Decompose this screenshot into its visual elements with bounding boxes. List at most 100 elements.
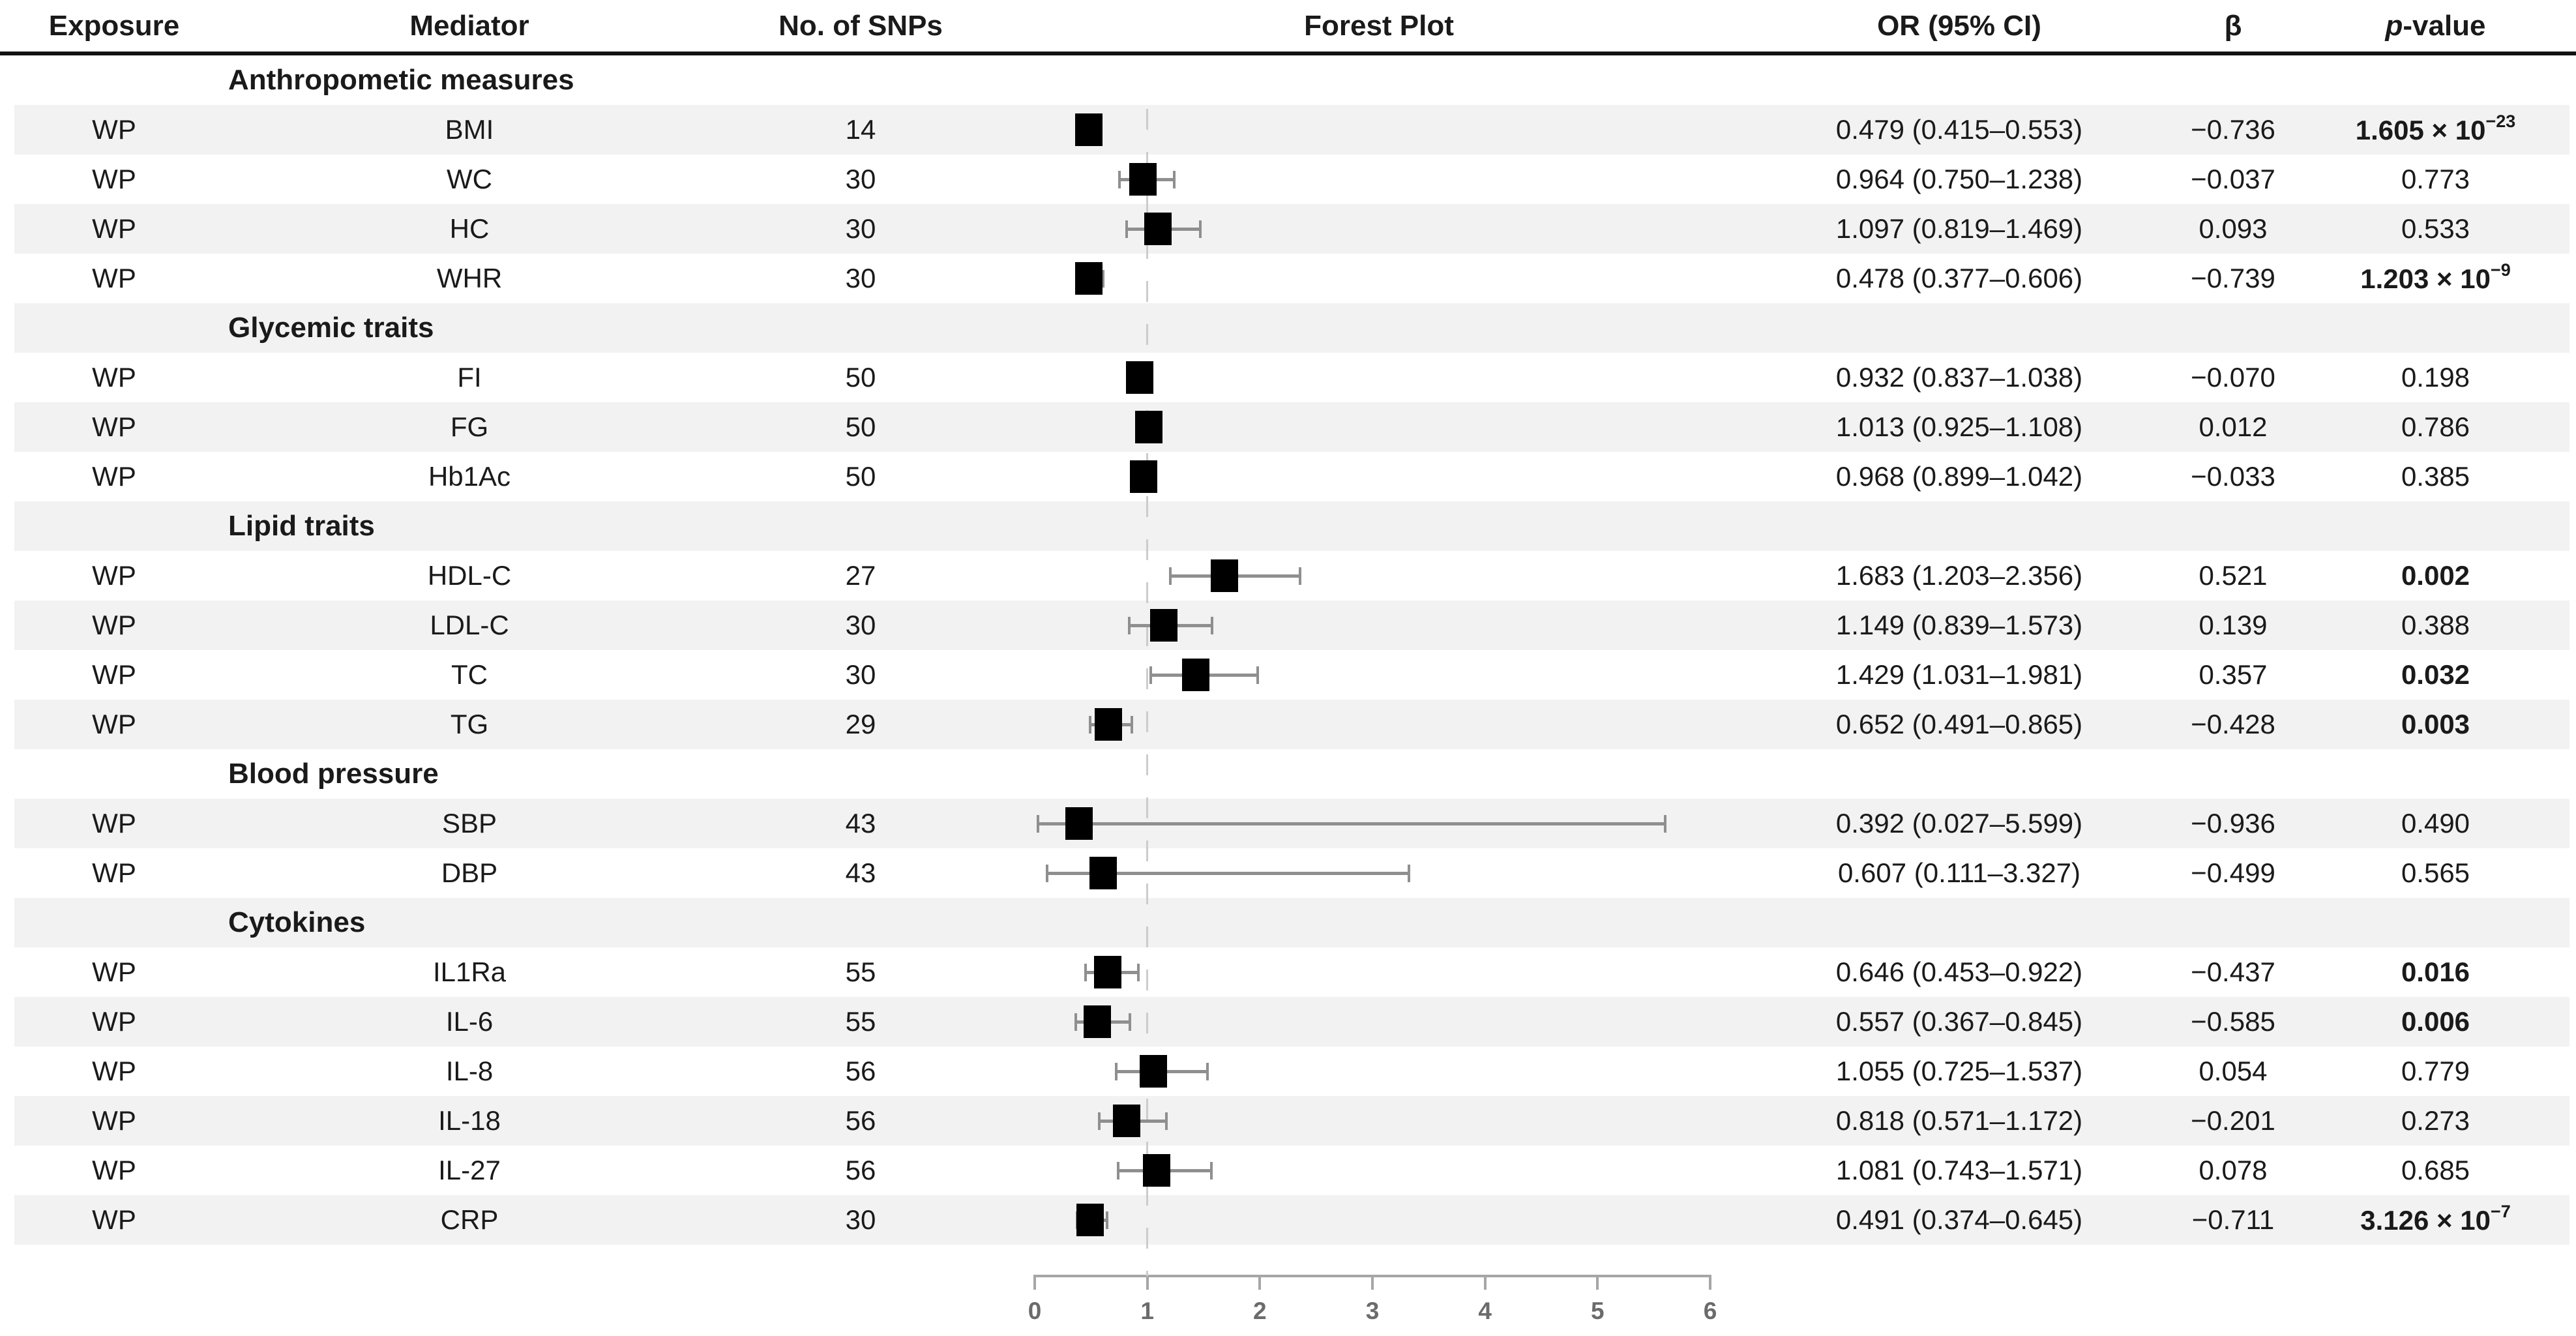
p-value-cell: 3.126 × 10−7: [2360, 1201, 2511, 1236]
or-marker: [1113, 1105, 1141, 1137]
ci-cap-right: [1206, 1063, 1209, 1080]
beta-cell: −0.499: [2191, 857, 2275, 888]
or-marker: [1074, 262, 1103, 295]
table-row: WP FG 50 1.013 (0.925–1.108) 0.012 0.786: [0, 402, 2576, 452]
group-header-row: Anthropometic measures: [0, 55, 2576, 105]
forest-plot-cell: [1011, 551, 1747, 601]
table-row: WP DBP 43 0.607 (0.111–3.327) −0.499 0.565: [0, 848, 2576, 898]
column-header-p-value: p-value: [2295, 10, 2576, 42]
or-marker: [1094, 708, 1122, 741]
exposure-cell: WP: [92, 1105, 136, 1136]
or-marker: [1134, 411, 1162, 443]
or-marker: [1065, 807, 1093, 840]
beta-cell: 0.012: [2198, 411, 2268, 442]
ci-cap-left: [1125, 220, 1129, 238]
ci-whisker: [1037, 822, 1665, 825]
ci-cap-right: [1128, 1013, 1131, 1031]
forest-plot-cell: [1011, 105, 1747, 155]
or-ci-cell: 1.097 (0.819–1.469): [1835, 213, 2083, 244]
ci-cap-left: [1097, 1112, 1101, 1130]
or-marker: [1089, 857, 1117, 889]
beta-cell: 0.139: [2198, 610, 2268, 640]
beta-cell: 0.357: [2198, 659, 2268, 690]
p-exponent: −23: [2485, 111, 2516, 131]
or-ci-cell: 1.013 (0.925–1.108): [1835, 411, 2083, 442]
ci-cap-left: [1046, 865, 1049, 882]
mediator-cell: LDL-C: [430, 610, 509, 640]
or-marker: [1129, 163, 1157, 196]
or-ci-cell: 0.607 (0.111–3.327): [1837, 857, 2081, 888]
or-ci-cell: 0.968 (0.899–1.042): [1835, 461, 2083, 492]
forest-plot-cell: [1011, 601, 1747, 650]
snp-count-cell: 27: [845, 560, 876, 591]
beta-cell: −0.070: [2191, 362, 2275, 393]
p-value-header-rest: -value: [2403, 9, 2486, 42]
table-row: WP SBP 43 0.392 (0.027–5.599) −0.936 0.490: [0, 799, 2576, 848]
table-row: WP IL-27 56 1.081 (0.743–1.571) 0.078 0.685: [0, 1146, 2576, 1195]
exposure-cell: WP: [92, 808, 136, 839]
exposure-cell: WP: [92, 164, 136, 194]
forest-plot-cell: [1011, 799, 1747, 848]
mediator-cell: HC: [449, 213, 490, 244]
ci-cap-right: [1101, 270, 1104, 288]
forest-plot-cell: [1011, 650, 1747, 700]
or-ci-cell: 0.964 (0.750–1.238): [1835, 164, 2083, 194]
column-header-snps: No. of SNPs: [778, 9, 943, 42]
group-header-row: Cytokines: [0, 898, 2576, 947]
table-row: WP IL-8 56 1.055 (0.725–1.537) 0.054 0.779: [0, 1047, 2576, 1096]
ci-cap-right: [1172, 171, 1176, 188]
exposure-cell: WP: [92, 461, 136, 492]
forest-plot-cell: [1011, 1195, 1747, 1245]
beta-cell: −0.936: [2191, 808, 2275, 839]
or-marker: [1084, 1005, 1112, 1038]
table-row: WP WC 30 0.964 (0.750–1.238) −0.037 0.773: [0, 155, 2576, 204]
or-ci-cell: 0.478 (0.377–0.606): [1835, 263, 2083, 293]
axis-tick: [1371, 1275, 1374, 1290]
group-header-row: Lipid traits: [0, 501, 2576, 551]
table-row: WP IL1Ra 55 0.646 (0.453–0.922) −0.437 0.016: [0, 947, 2576, 997]
table-row: WP Hb1Ac 50 0.968 (0.899–1.042) −0.033 0.385: [0, 452, 2576, 501]
or-marker: [1142, 1154, 1170, 1187]
exposure-cell: WP: [92, 709, 136, 739]
mediator-cell: DBP: [441, 857, 498, 888]
forest-plot-cell: [1011, 997, 1747, 1047]
reference-line: [1146, 109, 1148, 1276]
beta-cell: −0.711: [2191, 1204, 2275, 1235]
snp-count-cell: 55: [845, 1006, 876, 1037]
column-header-beta: β: [2224, 9, 2242, 42]
exposure-cell: WP: [92, 560, 136, 591]
ci-cap-left: [1127, 617, 1131, 634]
table-row: WP CRP 30 0.491 (0.374–0.645) −0.711 3.126 × …: [0, 1195, 2576, 1245]
p-value-header-italic: p: [2385, 9, 2403, 42]
axis-tick-label: 1: [1140, 1298, 1154, 1324]
snp-count-cell: 29: [845, 709, 876, 739]
group-header-label: Cytokines: [228, 906, 366, 938]
or-ci-cell: 0.479 (0.415–0.553): [1835, 114, 2083, 145]
mediator-cell: TG: [450, 709, 489, 739]
ci-whisker: [1047, 872, 1410, 875]
p-value-cell: 0.779: [2401, 1056, 2470, 1086]
exposure-cell: WP: [92, 362, 136, 393]
axis-tick: [1033, 1275, 1036, 1290]
axis-tick-label: 0: [1028, 1298, 1042, 1324]
column-header-mediator: Mediator: [409, 9, 529, 42]
table-row: WP HDL-C 27 1.683 (1.203–2.356) 0.521 0.002: [0, 551, 2576, 601]
exposure-cell: WP: [92, 1056, 136, 1086]
group-header-label: Blood pressure: [228, 758, 439, 790]
axis-tick-label: 3: [1365, 1298, 1380, 1324]
group-header-row: Blood pressure: [0, 749, 2576, 799]
p-value-cell: 0.685: [2401, 1155, 2470, 1185]
group-header-label: Anthropometic measures: [228, 64, 574, 96]
table-row: WP IL-6 55 0.557 (0.367–0.845) −0.585 0.006: [0, 997, 2576, 1047]
ci-cap-right: [1408, 865, 1411, 882]
snp-count-cell: 30: [845, 659, 876, 690]
ci-cap-right: [1165, 1112, 1168, 1130]
axis-tick: [1483, 1275, 1487, 1290]
column-header-forest-plot: Forest Plot: [1304, 9, 1454, 42]
axis-tick-label: 2: [1253, 1298, 1267, 1324]
mediator-cell: Hb1Ac: [428, 461, 511, 492]
table-row: WP TC 30 1.429 (1.031–1.981) 0.357 0.032: [0, 650, 2576, 700]
table-row: WP LDL-C 30 1.149 (0.839–1.573) 0.139 0.388: [0, 601, 2576, 650]
forest-plot-cell: [1011, 848, 1747, 898]
